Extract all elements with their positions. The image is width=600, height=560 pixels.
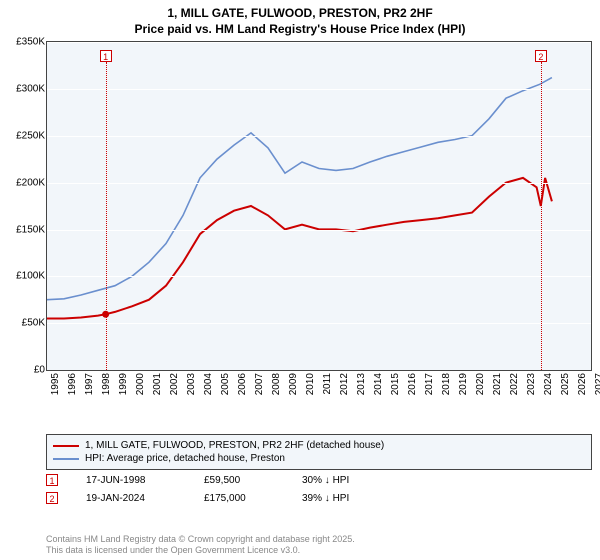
y-tick-label: £50K [22, 318, 47, 329]
y-tick-label: £250K [16, 130, 47, 141]
x-tick-label: 1998 [101, 373, 112, 395]
license-line-2: This data is licensed under the Open Gov… [46, 545, 300, 555]
y-tick-label: £150K [16, 224, 47, 235]
y-tick-label: £350K [16, 37, 47, 48]
transaction-table: 1 17-JUN-1998 £59,500 30% ↓ HPI 2 19-JAN-2024… [46, 474, 592, 510]
legend-swatch [53, 458, 79, 460]
x-tick-label: 2005 [220, 373, 231, 395]
legend-row: 1, MILL GATE, FULWOOD, PRESTON, PR2 2HF … [53, 439, 585, 452]
legend-row: HPI: Average price, detached house, Pres… [53, 452, 585, 465]
legend-label: 1, MILL GATE, FULWOOD, PRESTON, PR2 2HF … [85, 440, 384, 451]
gridline [47, 183, 591, 184]
series-line-hpi [47, 78, 552, 300]
x-tick-label: 2015 [390, 373, 401, 395]
transaction-price: £175,000 [204, 493, 274, 504]
marker-line [541, 62, 542, 370]
license-line-1: Contains HM Land Registry data © Crown c… [46, 534, 355, 544]
x-tick-label: 2010 [305, 373, 316, 395]
transaction-marker: 1 [46, 474, 58, 486]
y-tick-label: £300K [16, 84, 47, 95]
x-tick-label: 2013 [356, 373, 367, 395]
x-tick-label: 2007 [254, 373, 265, 395]
gridline [47, 323, 591, 324]
x-tick-label: 2002 [169, 373, 180, 395]
marker-line [106, 62, 107, 370]
gridline [47, 89, 591, 90]
marker-box: 1 [100, 50, 112, 62]
y-tick-label: £100K [16, 271, 47, 282]
transaction-date: 17-JUN-1998 [86, 475, 176, 486]
x-tick-label: 2006 [237, 373, 248, 395]
x-tick-label: 2009 [288, 373, 299, 395]
x-tick-label: 2027 [594, 373, 600, 395]
transaction-delta: 39% ↓ HPI [302, 493, 349, 504]
x-tick-label: 2019 [458, 373, 469, 395]
transaction-row: 1 17-JUN-1998 £59,500 30% ↓ HPI [46, 474, 592, 486]
x-tick-label: 2011 [322, 373, 333, 395]
x-tick-label: 2014 [373, 373, 384, 395]
x-tick-label: 1997 [84, 373, 95, 395]
x-tick-label: 2008 [271, 373, 282, 395]
title-line-2: Price paid vs. HM Land Registry's House … [135, 22, 466, 36]
chart-area: £0£50K£100K£150K£200K£250K£300K£350K12 1… [46, 41, 592, 401]
x-tick-label: 2018 [441, 373, 452, 395]
y-tick-label: £0 [34, 365, 47, 376]
chart-title: 1, MILL GATE, FULWOOD, PRESTON, PR2 2HF … [0, 0, 600, 37]
x-tick-label: 2001 [152, 373, 163, 395]
x-tick-label: 1995 [50, 373, 61, 395]
series-line-price_paid [47, 178, 552, 319]
x-tick-label: 2017 [424, 373, 435, 395]
x-tick-label: 2016 [407, 373, 418, 395]
x-tick-label: 2003 [186, 373, 197, 395]
x-tick-label: 2025 [560, 373, 571, 395]
x-tick-label: 2000 [135, 373, 146, 395]
x-tick-label: 1996 [67, 373, 78, 395]
gridline [47, 42, 591, 43]
title-line-1: 1, MILL GATE, FULWOOD, PRESTON, PR2 2HF [167, 6, 432, 20]
gridline [47, 276, 591, 277]
plot-area: £0£50K£100K£150K£200K£250K£300K£350K12 [46, 41, 592, 371]
legend-label: HPI: Average price, detached house, Pres… [85, 453, 285, 464]
legend: 1, MILL GATE, FULWOOD, PRESTON, PR2 2HF … [46, 434, 592, 470]
transaction-date: 19-JAN-2024 [86, 493, 176, 504]
transaction-price: £59,500 [204, 475, 274, 486]
gridline [47, 136, 591, 137]
x-tick-label: 2022 [509, 373, 520, 395]
y-tick-label: £200K [16, 177, 47, 188]
marker-box: 2 [535, 50, 547, 62]
x-tick-label: 2004 [203, 373, 214, 395]
transaction-row: 2 19-JAN-2024 £175,000 39% ↓ HPI [46, 492, 592, 504]
transaction-marker: 2 [46, 492, 58, 504]
line-series-svg [47, 42, 591, 370]
x-tick-label: 2024 [543, 373, 554, 395]
x-tick-label: 1999 [118, 373, 129, 395]
transaction-delta: 30% ↓ HPI [302, 475, 349, 486]
license-text: Contains HM Land Registry data © Crown c… [46, 534, 355, 557]
gridline [47, 230, 591, 231]
x-tick-label: 2020 [475, 373, 486, 395]
x-tick-label: 2026 [577, 373, 588, 395]
legend-swatch [53, 445, 79, 447]
x-tick-label: 2023 [526, 373, 537, 395]
x-tick-label: 2021 [492, 373, 503, 395]
chart-container: 1, MILL GATE, FULWOOD, PRESTON, PR2 2HF … [0, 0, 600, 560]
x-tick-label: 2012 [339, 373, 350, 395]
